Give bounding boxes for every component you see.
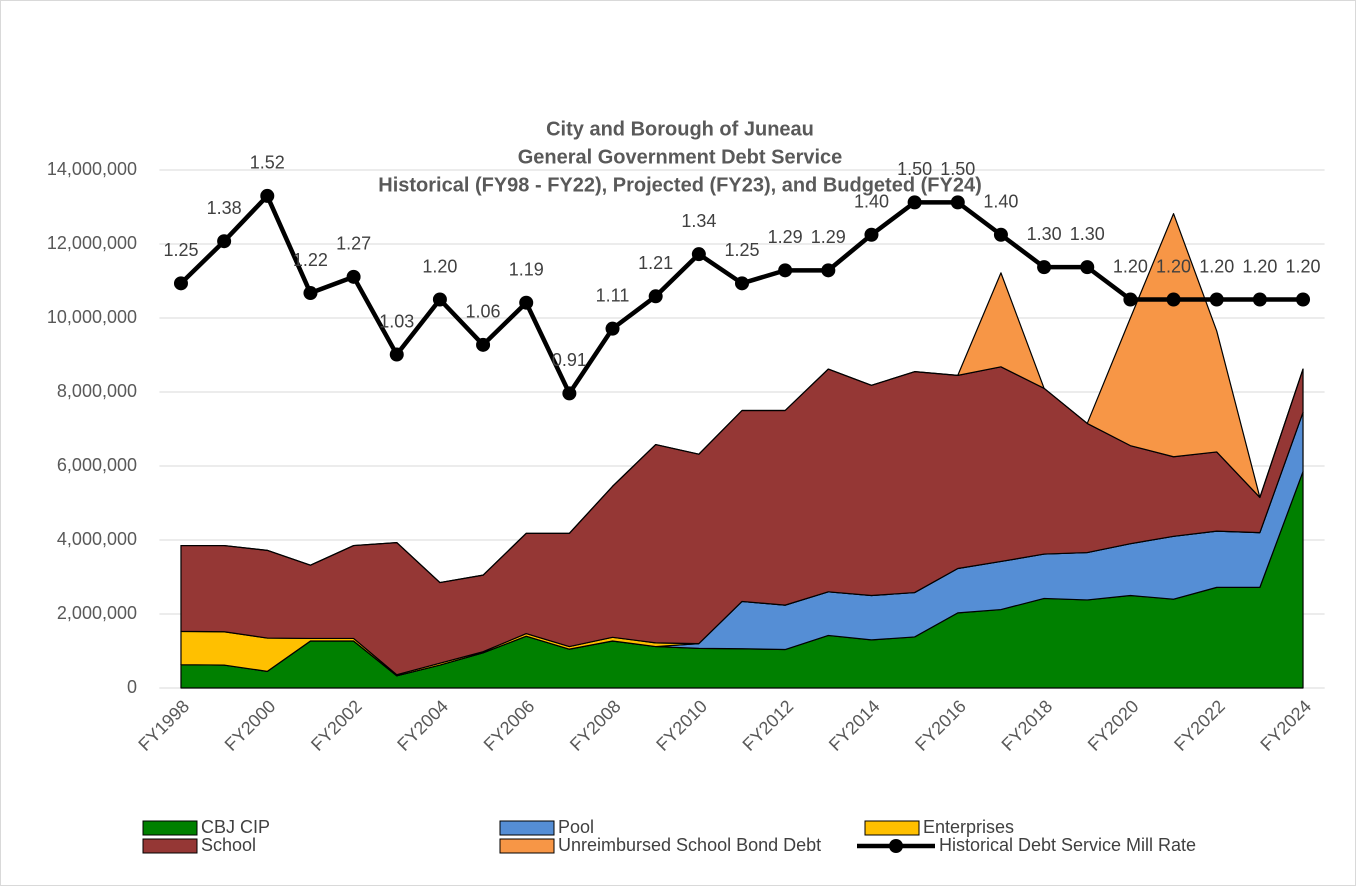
legend-label: Pool [558,817,594,837]
legend-swatch [499,820,555,836]
data-label: 1.20 [1285,256,1320,276]
legend-item: Pool [499,817,594,837]
line-marker [562,386,577,401]
data-label: 1.29 [768,227,803,247]
data-label: 1.30 [1027,224,1062,244]
data-label: 1.21 [638,253,673,273]
line-marker [993,227,1008,242]
line-marker [303,286,318,301]
legend-label: Enterprises [923,817,1014,837]
line-marker [907,195,922,210]
data-label: 1.20 [1199,256,1234,276]
data-label: 1.20 [1242,256,1277,276]
legend-item: Historical Debt Service Mill Rate [857,835,1196,855]
line-marker [1166,292,1181,307]
legend-item: CBJ CIP [142,817,270,837]
data-label: 1.03 [379,311,414,331]
line-marker [1209,292,1224,307]
y-tick-label: 8,000,000 [57,381,137,401]
legend-swatch [864,820,920,836]
data-label: 1.27 [336,234,371,254]
data-label: 1.19 [509,259,544,279]
data-label: 1.40 [854,192,889,212]
data-label: 1.29 [811,227,846,247]
legend-label: Unreimbursed School Bond Debt [558,835,821,855]
legend-label: School [201,835,256,855]
y-tick-label: 12,000,000 [47,233,137,253]
data-label: 1.11 [596,285,630,305]
line-marker [260,188,275,203]
data-label: 1.30 [1070,224,1105,244]
line-marker [1123,292,1138,307]
data-label: 1.20 [1113,256,1148,276]
legend-swatch [142,838,198,854]
legend-swatch [142,820,198,836]
data-label: 1.25 [724,240,759,260]
y-tick-label: 6,000,000 [57,455,137,475]
line-marker [217,234,232,249]
data-label: 1.50 [940,159,975,179]
chart-title: General Government Debt Service [518,146,843,168]
line-marker [1080,260,1095,275]
data-label: 1.20 [422,256,457,276]
chart-title: City and Borough of Juneau [546,118,814,140]
y-tick-label: 0 [127,677,137,697]
data-label: 1.20 [1156,256,1191,276]
line-marker [735,276,749,291]
data-label: 1.50 [897,159,932,179]
line-marker [476,337,491,352]
legend-item: School [142,835,256,855]
data-label: 0.91 [552,350,587,370]
data-label: 1.40 [983,192,1018,212]
line-marker [778,263,793,278]
line-marker [173,276,188,291]
legend-label: Historical Debt Service Mill Rate [939,835,1196,855]
line-marker [864,227,879,242]
y-tick-label: 10,000,000 [47,307,137,327]
y-tick-label: 14,000,000 [47,159,137,179]
line-marker [648,289,663,304]
data-label: 1.52 [250,153,285,173]
legend-label: CBJ CIP [201,817,270,837]
data-label: 1.34 [681,211,716,231]
data-label: 1.22 [293,250,328,270]
line-marker [1296,292,1311,307]
line-marker [950,195,965,210]
y-tick-label: 2,000,000 [57,603,137,623]
line-marker [346,269,361,284]
line-marker [1037,260,1052,275]
line-marker [519,295,534,310]
data-label: 1.06 [466,302,501,322]
line-marker [1252,292,1267,307]
data-label: 1.25 [163,240,198,260]
line-marker [432,292,447,307]
chart-title: Historical (FY98 - FY22), Projected (FY2… [378,174,981,196]
legend-swatch [889,839,903,853]
area [180,213,1304,584]
y-tick-label: 4,000,000 [57,529,137,549]
data-label: 1.38 [207,198,242,218]
line-marker [389,347,404,362]
line-marker [821,263,836,278]
line-marker [605,321,620,336]
line-marker [691,247,706,262]
legend-swatch [499,838,555,854]
legend-item: Unreimbursed School Bond Debt [499,835,821,855]
legend-item: Enterprises [864,817,1014,837]
